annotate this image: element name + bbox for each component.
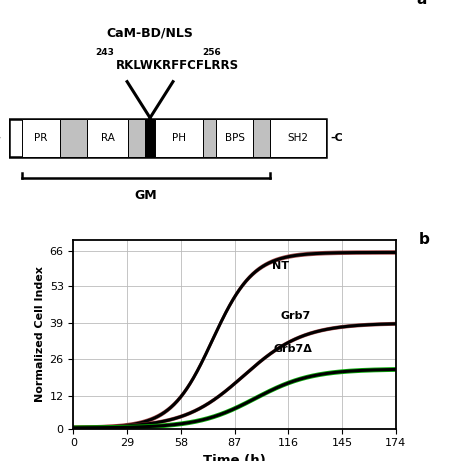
X-axis label: Time (h): Time (h)	[203, 454, 266, 461]
Y-axis label: Normalized Cell Index: Normalized Cell Index	[36, 266, 46, 402]
Bar	[145, 119, 155, 157]
Text: N-: N-	[0, 133, 1, 143]
Text: Grb7Δ: Grb7Δ	[273, 344, 312, 354]
Text: RA: RA	[100, 133, 114, 143]
Text: SH2: SH2	[288, 133, 309, 143]
Text: RKLWKRFFCFLRRS: RKLWKRFFCFLRRS	[116, 59, 239, 72]
Bar	[22, 119, 60, 157]
Bar	[87, 119, 128, 157]
Bar	[203, 119, 216, 157]
Text: GM: GM	[135, 189, 157, 202]
Text: PR: PR	[34, 133, 47, 143]
Bar	[155, 119, 203, 157]
Bar	[60, 119, 87, 157]
Text: PH: PH	[173, 133, 186, 143]
Text: BPS: BPS	[225, 133, 245, 143]
Text: b: b	[419, 232, 429, 247]
Bar	[128, 119, 145, 157]
Text: 256: 256	[202, 48, 221, 57]
Text: 243: 243	[96, 48, 115, 57]
Bar	[254, 119, 270, 157]
Text: NT: NT	[272, 261, 289, 272]
Text: CaM-BD/NLS: CaM-BD/NLS	[107, 27, 193, 40]
Bar	[216, 119, 254, 157]
Bar	[9, 119, 327, 157]
Text: Grb7: Grb7	[281, 311, 311, 321]
Text: -C: -C	[331, 133, 343, 143]
Text: a: a	[416, 0, 427, 6]
Bar	[270, 119, 327, 157]
